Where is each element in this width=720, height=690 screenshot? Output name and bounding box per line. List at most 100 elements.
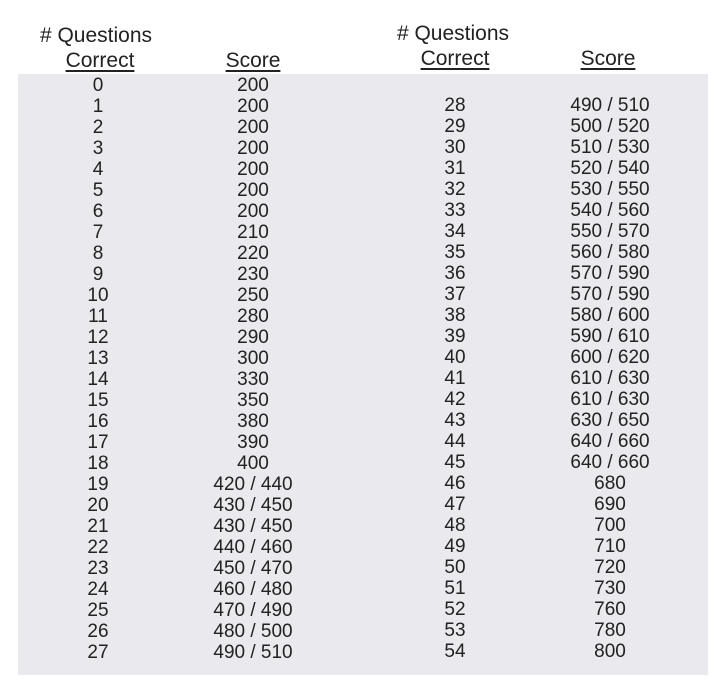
questions-correct-cell: 17 <box>87 432 109 453</box>
score-cell: 450 / 470 <box>213 558 293 579</box>
questions-correct-cell: 52 <box>444 599 466 620</box>
questions-correct-cell: 13 <box>87 348 109 369</box>
score-cell: 400 <box>237 453 269 474</box>
score-cell: 690 <box>594 494 626 515</box>
score-cell: 200 <box>237 180 269 201</box>
questions-correct-cell: 42 <box>444 389 466 410</box>
score-cell: 730 <box>594 578 626 599</box>
questions-correct-cell: 44 <box>444 431 466 452</box>
score-cell: 710 <box>594 536 626 557</box>
score-cell: 520 / 540 <box>570 158 650 179</box>
score-cell: 570 / 590 <box>570 263 650 284</box>
questions-correct-cell: 53 <box>444 620 466 641</box>
questions-correct-cell: 22 <box>87 537 109 558</box>
questions-correct-cell: 49 <box>444 536 466 557</box>
score-cell: 200 <box>237 138 269 159</box>
questions-correct-cell: 5 <box>92 180 104 201</box>
questions-correct-cell: 4 <box>92 159 104 180</box>
questions-correct-cell: 15 <box>87 390 109 411</box>
questions-correct-cell: 0 <box>92 75 104 96</box>
questions-correct-cell: 3 <box>92 138 104 159</box>
score-table-background <box>18 74 708 675</box>
score-cell: 510 / 530 <box>570 137 650 158</box>
questions-correct-cell: 54 <box>444 641 466 662</box>
score-cell: 430 / 450 <box>213 516 293 537</box>
score-cell: 570 / 590 <box>570 284 650 305</box>
questions-correct-cell: 1 <box>92 96 104 117</box>
questions-correct-cell: 50 <box>444 557 466 578</box>
score-cell: 600 / 620 <box>570 347 650 368</box>
score-cell: 470 / 490 <box>213 600 293 621</box>
score-cell: 700 <box>594 515 626 536</box>
questions-correct-cell: 7 <box>92 222 104 243</box>
questions-correct-cell: 10 <box>87 285 109 306</box>
score-cell: 250 <box>237 285 269 306</box>
score-cell: 610 / 630 <box>570 389 650 410</box>
questions-correct-cell: 47 <box>444 494 466 515</box>
questions-correct-cell: 21 <box>87 516 109 537</box>
score-cell: 780 <box>594 620 626 641</box>
questions-correct-cell: 31 <box>444 158 466 179</box>
questions-correct-cell: 33 <box>444 200 466 221</box>
score-cell: 390 <box>237 432 269 453</box>
right-score-header: Score <box>580 47 636 70</box>
questions-correct-cell: 18 <box>87 453 109 474</box>
score-cell: 210 <box>237 222 269 243</box>
score-cell: 630 / 650 <box>570 410 650 431</box>
questions-correct-cell: 23 <box>87 558 109 579</box>
questions-correct-cell: 37 <box>444 284 466 305</box>
score-cell: 300 <box>237 348 269 369</box>
score-cell: 200 <box>237 75 269 96</box>
score-cell: 230 <box>237 264 269 285</box>
score-cell: 220 <box>237 243 269 264</box>
score-cell: 550 / 570 <box>570 221 650 242</box>
score-cell: 800 <box>594 641 626 662</box>
questions-correct-cell: 46 <box>444 473 466 494</box>
score-cell: 640 / 660 <box>570 452 650 473</box>
questions-correct-cell: 19 <box>87 474 109 495</box>
questions-correct-cell: 16 <box>87 411 109 432</box>
questions-correct-cell: 20 <box>87 495 109 516</box>
score-cell: 560 / 580 <box>570 242 650 263</box>
questions-correct-cell: 48 <box>444 515 466 536</box>
score-cell: 610 / 630 <box>570 368 650 389</box>
questions-correct-cell: 26 <box>87 621 109 642</box>
questions-correct-cell: 45 <box>444 452 466 473</box>
score-cell: 500 / 520 <box>570 116 650 137</box>
score-cell: 490 / 510 <box>570 95 650 116</box>
questions-correct-cell: 25 <box>87 600 109 621</box>
score-cell: 680 <box>594 473 626 494</box>
questions-correct-cell: 32 <box>444 179 466 200</box>
score-cell: 490 / 510 <box>213 642 293 663</box>
questions-correct-cell: 51 <box>444 578 466 599</box>
questions-correct-cell: 41 <box>444 368 466 389</box>
questions-correct-cell: 9 <box>92 264 104 285</box>
score-cell: 290 <box>237 327 269 348</box>
score-cell: 200 <box>237 117 269 138</box>
score-cell: 430 / 450 <box>213 495 293 516</box>
questions-correct-cell: 38 <box>444 305 466 326</box>
questions-correct-cell: 12 <box>87 327 109 348</box>
questions-correct-cell: 2 <box>92 117 104 138</box>
questions-correct-cell: 28 <box>444 95 466 116</box>
score-cell: 480 / 500 <box>213 621 293 642</box>
right-questions-header: # Questions <box>396 22 510 45</box>
score-cell: 200 <box>237 201 269 222</box>
score-cell: 590 / 610 <box>570 326 650 347</box>
score-cell: 760 <box>594 599 626 620</box>
score-cell: 640 / 660 <box>570 431 650 452</box>
score-cell: 200 <box>237 96 269 117</box>
questions-correct-cell: 14 <box>87 369 109 390</box>
questions-correct-cell: 43 <box>444 410 466 431</box>
questions-correct-cell: 11 <box>88 306 108 327</box>
questions-correct-cell: 30 <box>444 137 466 158</box>
left-questions-header: # Questions <box>39 24 153 47</box>
score-cell: 460 / 480 <box>213 579 293 600</box>
questions-correct-cell: 36 <box>444 263 466 284</box>
right-correct-header: Correct <box>420 47 490 70</box>
questions-correct-cell: 8 <box>92 243 104 264</box>
left-correct-header: Correct <box>65 49 135 72</box>
questions-correct-cell: 29 <box>444 116 466 137</box>
score-cell: 720 <box>594 557 626 578</box>
questions-correct-cell: 39 <box>444 326 466 347</box>
